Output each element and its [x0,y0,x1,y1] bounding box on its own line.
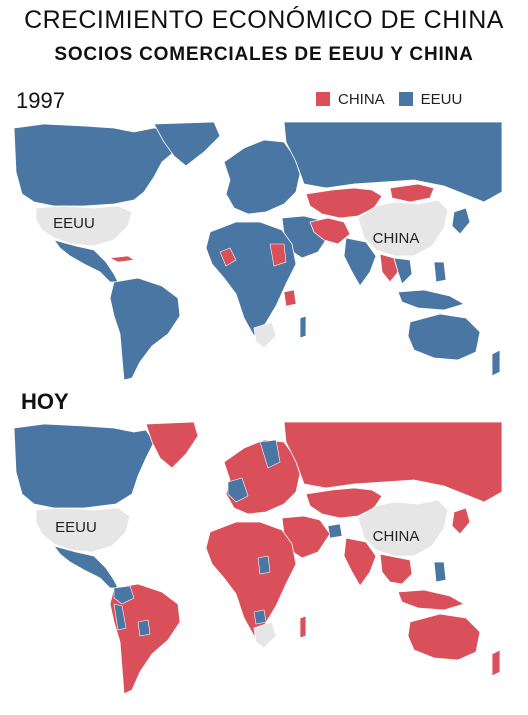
region-sudan-1997 [269,243,287,267]
region-caribbean-1997 [108,255,135,263]
legend-swatch-china [316,92,330,106]
region-iran-1997 [309,217,351,245]
region-mongolia-1997 [389,183,435,203]
region-africa-1997 [205,221,297,337]
region-usa-hoy [35,507,131,553]
region-peru-hoy [113,603,127,631]
region-greenland-hoy [145,422,199,469]
region-indonesia-hoy [397,589,466,611]
region-philippines-hoy [433,561,447,583]
region-botswana-hoy [253,609,267,625]
region-se-asia-1997 [379,253,399,283]
legend-swatch-eeuu [398,92,413,106]
region-japan-hoy [451,507,471,535]
region-south-america-1997 [109,277,181,381]
world-map-1997: EEUU CHINA [14,122,502,381]
legend-item-eeuu: EEUU [398,90,463,108]
region-afghanistan-hoy [327,523,343,539]
region-greenland-1997 [153,122,221,167]
region-india-hoy [343,537,377,587]
region-indonesia-1997 [397,289,466,311]
region-japan-1997 [451,207,471,235]
region-africa-hoy [205,521,297,637]
map-hoy-label: HOY [21,389,69,414]
legend-label-eeuu: EEUU [420,90,463,108]
legend-item-china: CHINA [316,91,385,108]
region-australia-hoy [407,613,481,661]
legend-label-china: CHINA [338,90,385,108]
region-uk-france-hoy [227,477,249,503]
region-mexico-1997 [52,239,119,283]
region-europe-1997 [223,139,301,215]
map-hoy-label-eeuu: EEUU [55,519,97,536]
region-canada-hoy [14,423,155,509]
region-madagascar-hoy [299,615,307,639]
region-se-asia-hoy [379,553,413,585]
region-south-africa-hoy [253,621,277,649]
region-west-africa-red-1997 [219,247,237,267]
region-mexico-hoy [52,545,119,589]
region-russia-hoy [283,422,502,503]
world-map-hoy: EEUU CHINA [14,422,502,695]
region-usa-1997 [35,205,133,247]
map-title: CRECIMIENTO ECONÓMICO DE CHINA [24,6,504,34]
region-new-zealand-1997 [491,349,501,377]
map-1997-label: 1997 [16,88,65,113]
region-australia-1997 [407,313,481,361]
region-south-africa-1997 [253,321,277,349]
region-scandinavia-hoy [259,439,281,469]
region-india-1997 [343,237,377,287]
map-hoy-label-china: CHINA [373,528,420,545]
region-canada-1997 [14,123,187,207]
region-china-hoy [357,499,449,557]
region-philippines-1997 [433,261,447,283]
region-china-1997 [357,199,449,257]
map-1997-label-china: CHINA [373,230,420,247]
region-paraguay-hoy [137,619,151,637]
region-new-zealand-hoy [491,649,501,677]
region-south-america-hoy [109,583,181,695]
region-madagascar-1997 [299,315,307,339]
map-1997-label-eeuu: EEUU [53,215,95,232]
legend: CHINA EEUU [316,89,476,109]
region-europe-hoy [223,439,301,515]
region-russia-1997 [283,122,502,203]
region-indochina-1997 [393,257,413,285]
region-east-africa-red-1997 [283,289,297,307]
region-central-africa-blue-hoy [257,555,271,575]
region-colombia-hoy [113,585,135,605]
map-subtitle: SOCIOS COMERCIALES DE EEUU Y CHINA [54,44,474,65]
